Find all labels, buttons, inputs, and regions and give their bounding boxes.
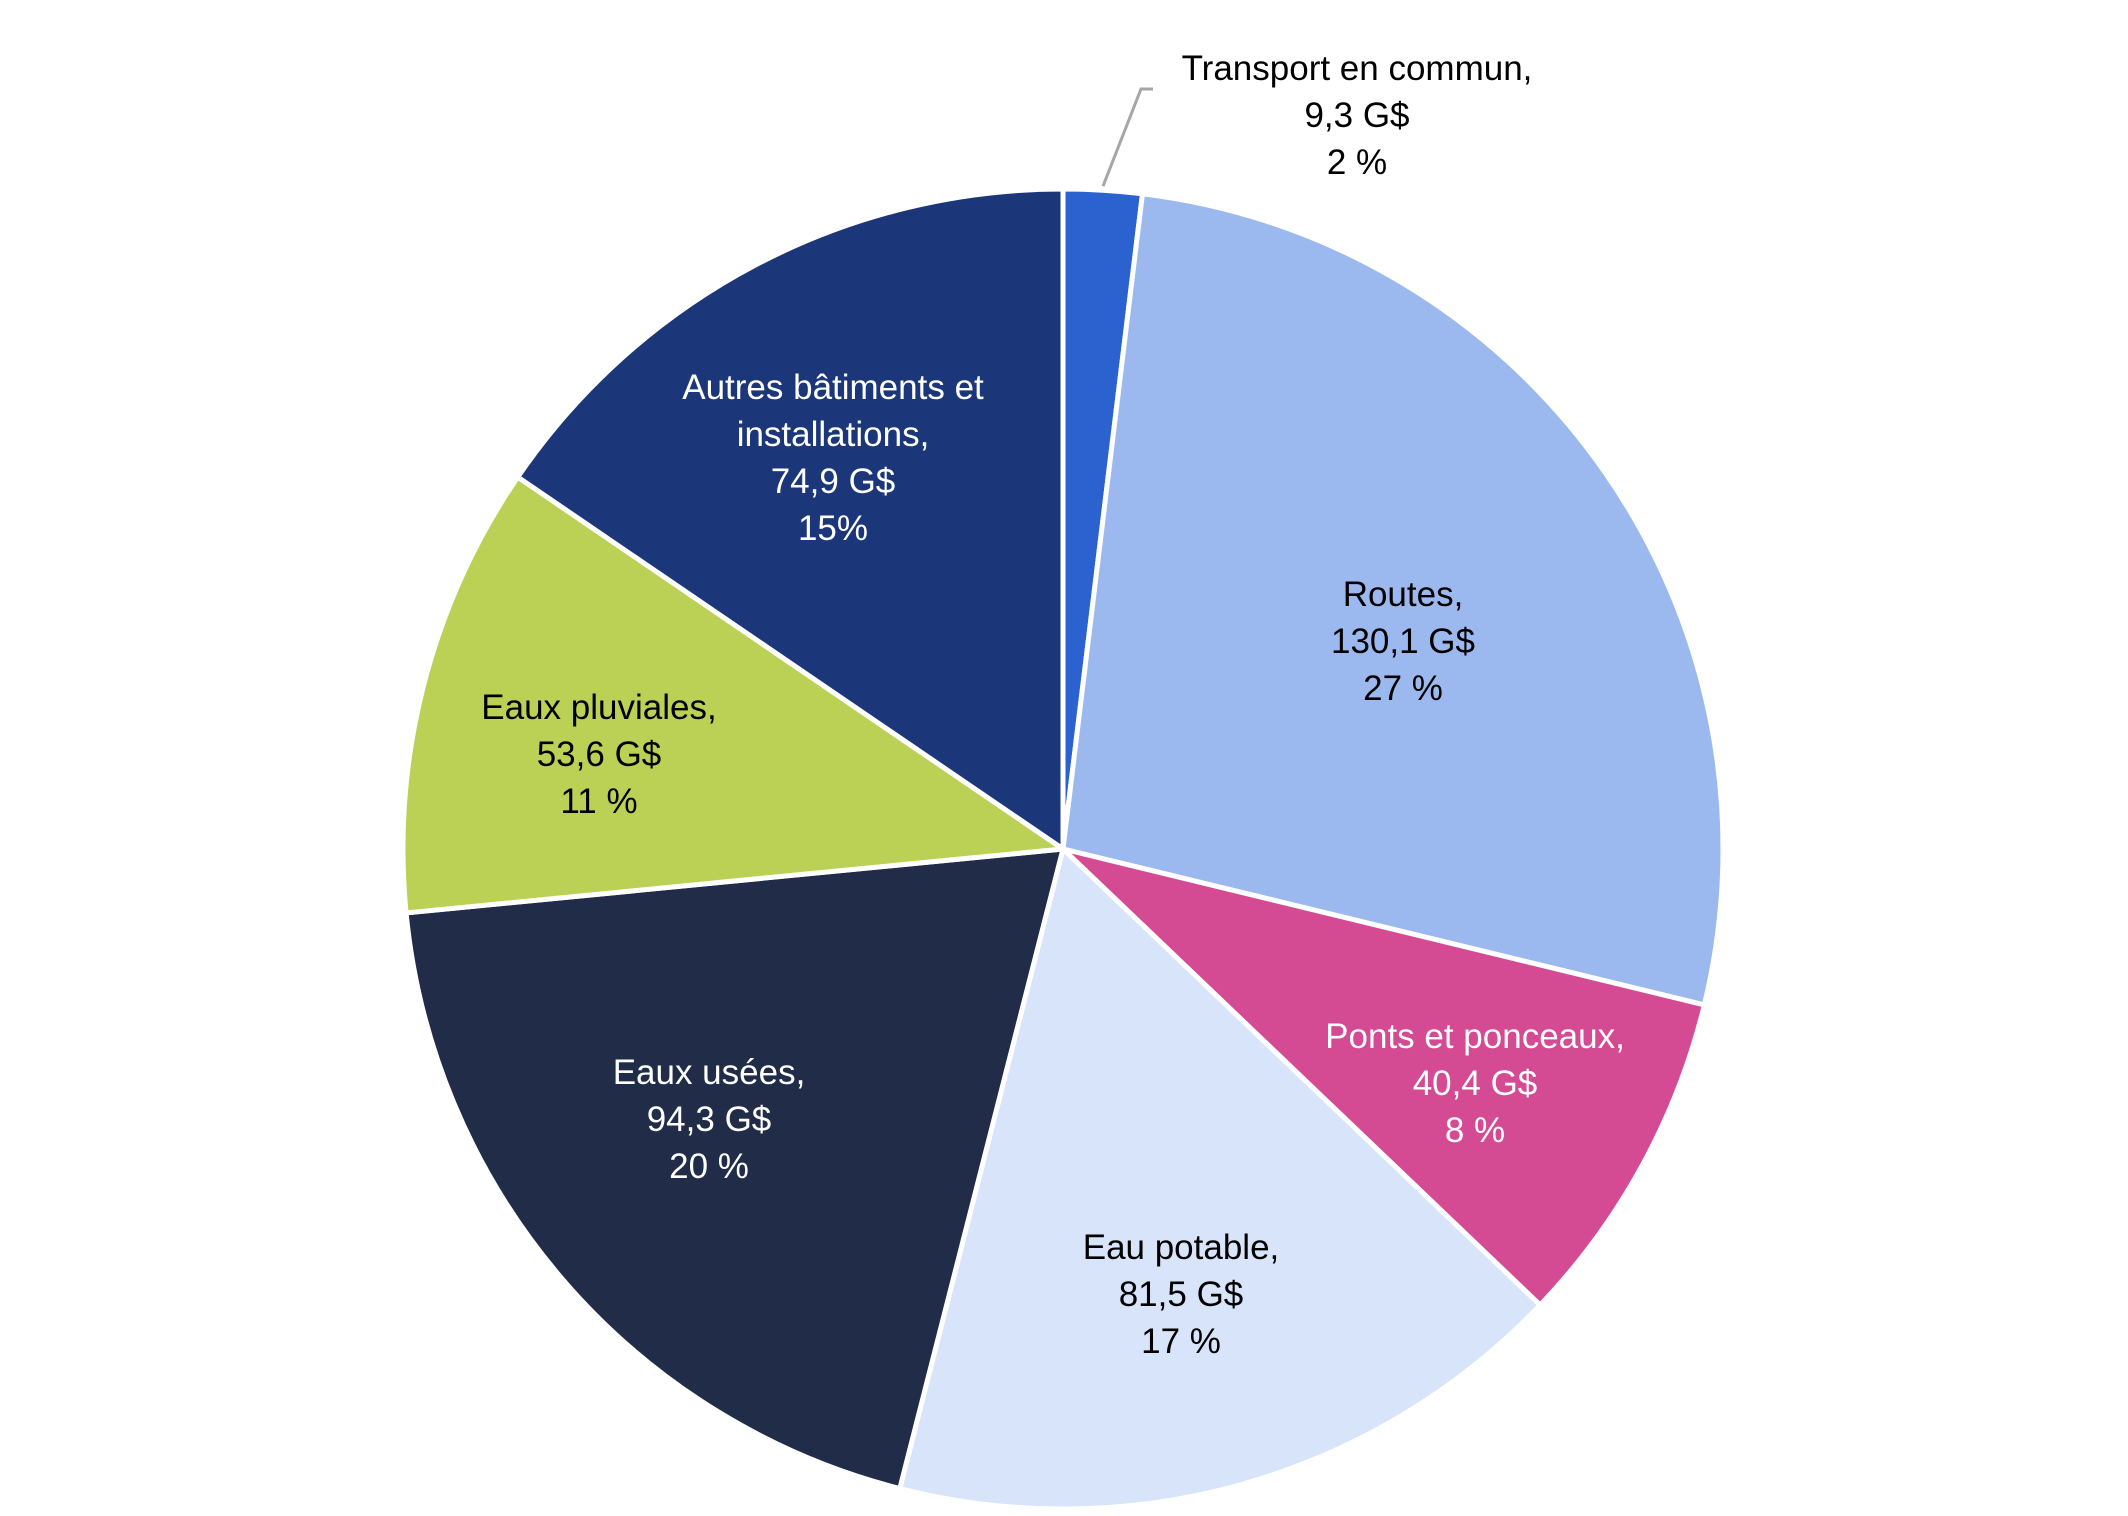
- slice-value: 40,4 G$: [1413, 1064, 1538, 1103]
- pie-slice: [897, 846, 1543, 1512]
- slice-percent: 15%: [798, 509, 868, 548]
- slice-label: Eau potable, 81,5 G$ 17 %: [1083, 1228, 1280, 1361]
- pie-slice: [1060, 191, 1726, 1008]
- slice-name: Eau potable,: [1083, 1228, 1280, 1267]
- leader-line: [1101, 87, 1153, 187]
- slice-value: 94,3 G$: [647, 1100, 772, 1139]
- slice-percent: 8 %: [1445, 1111, 1505, 1150]
- slice-value: 9,3 G$: [1304, 96, 1409, 135]
- slice-label: Ponts et ponceaux, 40,4 G$ 8 %: [1325, 1017, 1625, 1150]
- slice-name: installations,: [737, 415, 930, 454]
- slice-label: Autres bâtiments et installations, 74,9 G$…: [682, 368, 984, 548]
- slice-value: 53,6 G$: [537, 735, 662, 774]
- slice-name: Routes,: [1343, 575, 1464, 614]
- slice-label: Routes, 130,1 G$ 27 %: [1331, 575, 1475, 708]
- slice-value: 74,9 G$: [771, 462, 896, 501]
- slice-label: Transport en commun, 9,3 G$ 2 %: [1182, 49, 1533, 182]
- slice-label: Eaux pluviales, 53,6 G$ 11 %: [481, 688, 716, 821]
- slice-value: 130,1 G$: [1331, 622, 1475, 661]
- pie-slice: [403, 846, 1066, 1492]
- slice-name: Eaux pluviales,: [481, 688, 716, 727]
- slice-percent: 17 %: [1141, 1322, 1221, 1361]
- pie-slice: [400, 474, 1066, 916]
- slice-percent: 11 %: [560, 782, 637, 821]
- slice-value: 81,5 G$: [1119, 1275, 1244, 1314]
- slice-percent: 20 %: [669, 1147, 749, 1186]
- slice-percent: 27 %: [1363, 669, 1443, 708]
- pie-slice: [1060, 846, 1707, 1308]
- slice-name: Transport en commun,: [1182, 49, 1533, 88]
- slice-name: Eaux usées,: [613, 1053, 806, 1092]
- slice-label: Eaux usées, 94,3 G$ 20 %: [613, 1053, 806, 1186]
- slice-name: Ponts et ponceaux,: [1325, 1017, 1625, 1056]
- slice-name: Autres bâtiments et: [682, 368, 984, 407]
- pie-slice: [515, 186, 1066, 852]
- slice-percent: 2 %: [1327, 143, 1387, 182]
